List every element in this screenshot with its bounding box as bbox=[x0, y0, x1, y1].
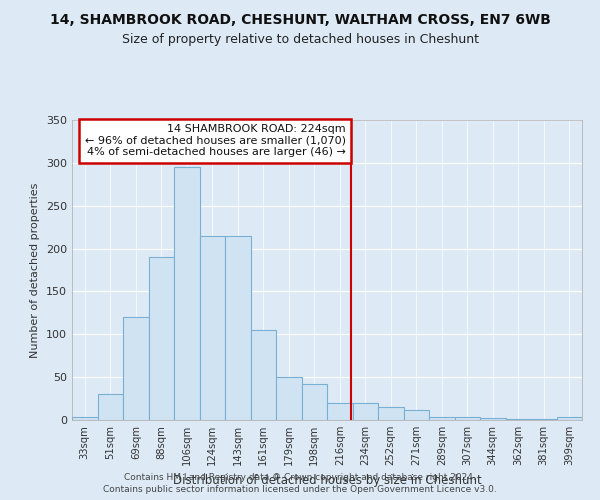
Bar bbox=[327, 403, 353, 420]
Text: Contains public sector information licensed under the Open Government Licence v3: Contains public sector information licen… bbox=[103, 485, 497, 494]
Bar bbox=[72, 416, 97, 420]
Bar bbox=[455, 418, 480, 420]
Bar bbox=[149, 257, 174, 420]
Bar bbox=[531, 419, 557, 420]
Bar bbox=[123, 317, 149, 420]
Bar bbox=[97, 394, 123, 420]
Bar bbox=[174, 167, 199, 420]
Bar bbox=[557, 416, 582, 420]
Text: Size of property relative to detached houses in Cheshunt: Size of property relative to detached ho… bbox=[121, 32, 479, 46]
Bar bbox=[199, 236, 225, 420]
Bar bbox=[353, 403, 378, 420]
Y-axis label: Number of detached properties: Number of detached properties bbox=[31, 182, 40, 358]
Bar bbox=[429, 416, 455, 420]
X-axis label: Distribution of detached houses by size in Cheshunt: Distribution of detached houses by size … bbox=[173, 474, 481, 486]
Bar bbox=[276, 377, 302, 420]
Text: 14 SHAMBROOK ROAD: 224sqm
← 96% of detached houses are smaller (1,070)
4% of sem: 14 SHAMBROOK ROAD: 224sqm ← 96% of detac… bbox=[85, 124, 346, 158]
Bar bbox=[225, 236, 251, 420]
Bar bbox=[505, 419, 531, 420]
Text: 14, SHAMBROOK ROAD, CHESHUNT, WALTHAM CROSS, EN7 6WB: 14, SHAMBROOK ROAD, CHESHUNT, WALTHAM CR… bbox=[50, 12, 550, 26]
Text: Contains HM Land Registry data © Crown copyright and database right 2024.: Contains HM Land Registry data © Crown c… bbox=[124, 472, 476, 482]
Bar bbox=[251, 330, 276, 420]
Bar bbox=[378, 407, 404, 420]
Bar bbox=[404, 410, 429, 420]
Bar bbox=[480, 418, 505, 420]
Bar bbox=[302, 384, 327, 420]
